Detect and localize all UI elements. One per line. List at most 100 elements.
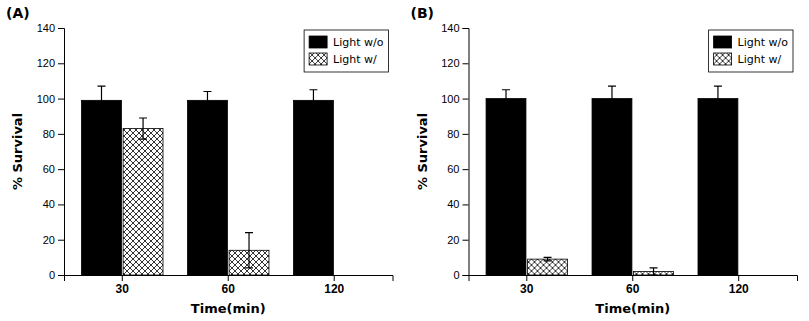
error-bar xyxy=(650,268,658,275)
x-axis-title: Time(min) xyxy=(191,301,266,316)
y-tick: 140 xyxy=(37,22,64,34)
y-tick-label: 0 xyxy=(453,269,459,281)
x-tick: 60 xyxy=(222,275,236,296)
legend-label: Light w/o xyxy=(333,36,384,49)
bar xyxy=(592,99,632,275)
x-axis-line xyxy=(65,276,394,282)
y-tick-label: 0 xyxy=(49,269,55,281)
legend-swatch xyxy=(309,36,327,48)
y-tick-mark xyxy=(58,134,64,135)
y-tick-label: 140 xyxy=(441,22,459,34)
legend-label: Light w/o xyxy=(738,36,789,49)
y-tick-mark xyxy=(463,99,469,100)
y-tick: 60 xyxy=(447,163,468,175)
x-tick-mark xyxy=(526,275,527,281)
legend-item: Light w/ xyxy=(714,53,782,66)
y-tick-mark xyxy=(58,169,64,170)
y-tick: 40 xyxy=(43,198,64,210)
y-tick-label: 80 xyxy=(43,128,55,140)
y-tick-label: 20 xyxy=(43,234,55,246)
y-tick-label: 100 xyxy=(441,93,459,105)
x-tick: 120 xyxy=(729,275,749,296)
x-tick: 30 xyxy=(520,275,534,296)
y-tick-mark xyxy=(58,275,64,276)
y-tick-label: 40 xyxy=(43,198,55,210)
y-tick-label: 60 xyxy=(43,163,55,175)
error-bar xyxy=(502,90,510,108)
y-tick-label: 120 xyxy=(37,57,55,69)
legend-item: Light w/o xyxy=(309,36,384,49)
y-tick-mark xyxy=(463,169,469,170)
y-tick: 20 xyxy=(43,234,64,246)
legend: Light w/o Light w/ xyxy=(709,30,793,72)
panel-title: (A) xyxy=(6,5,30,21)
y-tick-mark xyxy=(58,99,64,100)
x-tick-mark xyxy=(738,275,739,281)
error-bar xyxy=(309,90,317,111)
bar xyxy=(528,259,568,275)
y-axis-title: % Survival xyxy=(10,113,25,190)
y-tick-mark xyxy=(463,28,469,29)
error-bar xyxy=(203,92,211,110)
x-tick-mark xyxy=(228,275,229,281)
y-axis-line xyxy=(463,29,470,276)
bar xyxy=(698,99,738,275)
y-tick: 120 xyxy=(37,57,64,69)
x-tick: 30 xyxy=(116,275,130,296)
x-axis: 30 60 120 xyxy=(65,275,394,296)
y-tick-mark xyxy=(58,204,64,205)
legend-label: Light w/ xyxy=(333,53,377,66)
y-tick-mark xyxy=(463,134,469,135)
y-tick: 80 xyxy=(447,128,468,140)
error-bar xyxy=(544,257,552,261)
y-tick: 60 xyxy=(43,163,64,175)
marks xyxy=(486,86,738,275)
x-axis-title: Time(min) xyxy=(595,301,670,316)
x-tick-label: 30 xyxy=(116,282,130,296)
x-axis-line xyxy=(469,276,798,282)
x-tick-label: 120 xyxy=(729,282,749,296)
y-tick: 80 xyxy=(43,128,64,140)
x-tick: 120 xyxy=(324,275,344,296)
panel: 0 20 40 60 80 100 120 140 30 60 120 Time(min) % Surv… xyxy=(6,5,393,316)
bar xyxy=(293,100,333,275)
figure: 0 20 40 60 80 100 120 140 30 60 120 Time(min) % Surv… xyxy=(0,0,809,321)
y-tick: 20 xyxy=(447,234,468,246)
x-tick-mark xyxy=(632,275,633,281)
x-tick-label: 60 xyxy=(626,282,640,296)
legend-swatch xyxy=(714,53,732,65)
y-axis-line xyxy=(58,29,65,276)
y-axis: 0 20 40 60 80 100 120 140 xyxy=(37,22,65,281)
marks xyxy=(82,86,334,275)
bar xyxy=(188,100,228,275)
legend-label: Light w/ xyxy=(738,53,782,66)
y-tick-label: 120 xyxy=(441,57,459,69)
x-tick-label: 60 xyxy=(222,282,236,296)
y-tick-label: 100 xyxy=(37,93,55,105)
y-tick-mark xyxy=(463,240,469,241)
y-tick-mark xyxy=(463,63,469,64)
y-tick-label: 140 xyxy=(37,22,55,34)
y-axis: 0 20 40 60 80 100 120 140 xyxy=(441,22,469,281)
plot-area: 0 20 40 60 80 100 120 140 30 60 120 Time(min) % Surv… xyxy=(415,22,798,316)
y-tick: 40 xyxy=(447,198,468,210)
error-bar xyxy=(98,86,106,114)
legend-swatch xyxy=(309,53,327,65)
error-bar xyxy=(714,86,722,111)
legend-item: Light w/ xyxy=(309,53,377,66)
legend-item: Light w/o xyxy=(714,36,789,49)
legend: Light w/o Light w/ xyxy=(304,30,388,72)
x-axis: 30 60 120 xyxy=(469,275,798,296)
y-tick-label: 60 xyxy=(447,163,459,175)
bar xyxy=(82,100,122,275)
y-tick: 0 xyxy=(49,269,64,281)
panel: 0 20 40 60 80 100 120 140 30 60 120 Time(min) % Surv… xyxy=(411,5,798,316)
y-axis-title: % Survival xyxy=(415,113,430,190)
legend-frame xyxy=(304,30,388,72)
y-tick-mark xyxy=(58,63,64,64)
y-tick-mark xyxy=(463,204,469,205)
y-tick-mark xyxy=(463,275,469,276)
y-tick-label: 80 xyxy=(447,128,459,140)
error-bar xyxy=(245,233,253,268)
y-tick: 120 xyxy=(441,57,468,69)
